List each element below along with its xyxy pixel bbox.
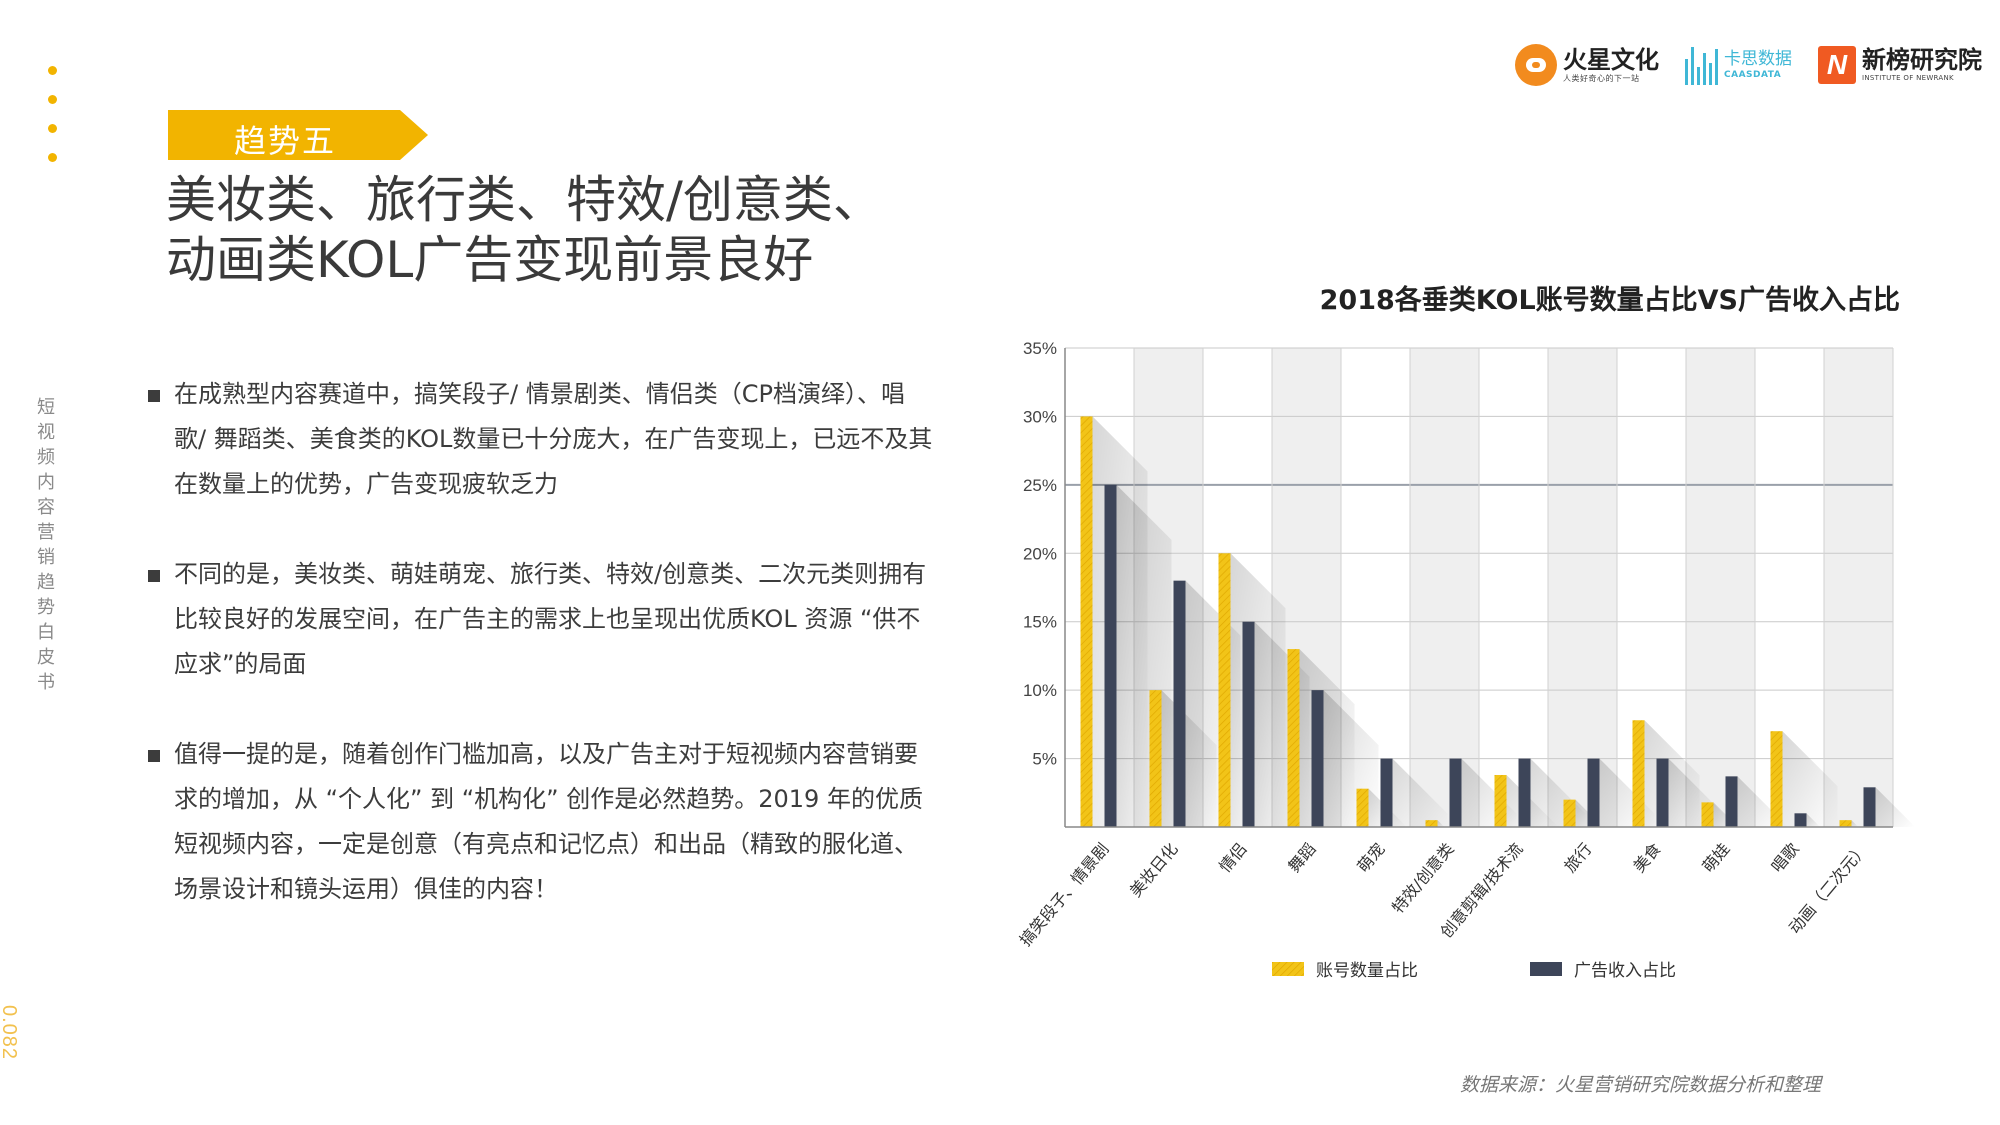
chart-title: 2018各垂类KOL账号数量占比VS广告收入占比 (1319, 285, 1900, 316)
side-title-char: 视 (37, 422, 55, 443)
side-title: 短视频内容营销趋势白皮书 (36, 395, 56, 695)
bar-account-share (1080, 416, 1093, 827)
x-tick-label: 舞蹈 (1284, 839, 1319, 876)
legend-swatch (1272, 962, 1304, 976)
huoxing-logo-name: 火星文化 (1563, 45, 1659, 74)
chart-column-band (1686, 348, 1755, 827)
bar-ad-revenue-share (1311, 690, 1324, 827)
bar-ad-revenue-share (1173, 580, 1186, 827)
page-title-line: 动画类KOL广告变现前景良好 (166, 231, 814, 289)
x-tick-label: 萌娃 (1698, 839, 1733, 876)
bar-shadow (1392, 758, 1448, 827)
kaisi-logo: 卡思数据 CAASDATA (1685, 45, 1792, 85)
x-tick-label: 美妆日化 (1126, 839, 1182, 900)
bar-account-share (1494, 774, 1507, 827)
bar-account-share (1149, 690, 1162, 827)
huoxing-logo-slogan: 人类好奇心的下一站 (1563, 73, 1640, 83)
legend-swatch (1530, 962, 1562, 976)
side-title-char: 频 (37, 447, 55, 468)
side-title-char: 容 (37, 497, 55, 518)
dot (48, 66, 57, 75)
huoxing-logo-icon (1515, 44, 1557, 86)
bar-ad-revenue-share (1656, 758, 1669, 827)
bar-ad-revenue-share (1587, 758, 1600, 827)
bullet-item: 不同的是，美妆类、萌娃萌宠、旅行类、特效/创意类、二次元类则拥有比较良好的发展空… (146, 552, 936, 687)
bar-shadow (1851, 820, 1859, 827)
kaisi-logo-bars-icon (1685, 45, 1718, 85)
kaisi-logo-sub: CAASDATA (1724, 69, 1782, 80)
bar-account-share (1839, 820, 1852, 827)
bar-ad-revenue-share (1242, 621, 1255, 827)
kaisi-logo-name: 卡思数据 (1724, 48, 1792, 69)
side-title-char: 书 (37, 672, 55, 693)
bullet-list: 在成熟型内容赛道中，搞笑段子/ 情景剧类、情侣类（CP档演绎）、唱歌/ 舞蹈类、… (146, 372, 936, 957)
bar-shadow (1437, 820, 1445, 827)
data-source: 数据来源：火星营销研究院数据分析和整理 (1460, 1074, 1822, 1096)
bar-account-share (1425, 820, 1438, 827)
x-tick-label: 萌宠 (1353, 839, 1388, 876)
y-tick-label: 15% (1023, 613, 1057, 632)
huoxing-logo: 火星文化 人类好奇心的下一站 (1515, 44, 1659, 86)
bar-account-share (1701, 802, 1714, 827)
legend-label: 广告收入占比 (1574, 961, 1676, 981)
xinbang-logo: 新榜研究院 INSTITUTE OF NEWRANK (1818, 46, 1982, 84)
bar-ad-revenue-share (1725, 776, 1738, 827)
chart-column-band (1479, 348, 1548, 827)
bar-account-share (1770, 731, 1783, 827)
partner-logos: 火星文化 人类好奇心的下一站 卡思数据 CAASDATA 新榜研究院 INSTI… (1515, 38, 1982, 92)
trend-tag-label: 趋势五 (234, 122, 337, 160)
chart-column-band (1824, 348, 1893, 827)
trend-tag: 趋势五 (168, 110, 428, 160)
y-tick-label: 35% (1023, 339, 1057, 358)
chart-column-band (1410, 348, 1479, 827)
bar-account-share (1218, 553, 1231, 827)
bar-ad-revenue-share (1380, 758, 1393, 827)
xinbang-logo-sub: INSTITUTE OF NEWRANK (1862, 74, 1954, 82)
bar-ad-revenue-share (1794, 813, 1807, 827)
y-tick-label: 25% (1023, 476, 1057, 495)
x-tick-label: 美食 (1629, 839, 1664, 876)
y-tick-label: 5% (1032, 750, 1057, 769)
bar-shadow (1782, 731, 1838, 827)
legend-label: 账号数量占比 (1316, 961, 1418, 981)
side-title-char: 销 (37, 547, 55, 568)
page-title-line: 美妆类、旅行类、特效/创意类、 (166, 171, 883, 229)
bar-ad-revenue-share (1518, 758, 1531, 827)
bar-account-share (1563, 799, 1576, 827)
bullet-item: 值得一提的是，随着创作门槛加高，以及广告主对于短视频内容营销要求的增加，从 “个… (146, 732, 936, 912)
bar-shadow (1875, 787, 1916, 827)
bar-account-share (1356, 788, 1369, 827)
side-title-char: 营 (37, 522, 55, 543)
chart-column-band (1548, 348, 1617, 827)
side-title-char: 势 (37, 597, 55, 618)
x-tick-label: 旅行 (1560, 839, 1595, 876)
x-tick-label: 唱歌 (1767, 839, 1802, 876)
bar-account-share (1287, 649, 1300, 827)
dot (48, 153, 57, 162)
bar-ad-revenue-share (1449, 758, 1462, 827)
x-tick-label: 搞笑段子、情景剧 (1016, 839, 1113, 949)
xinbang-logo-icon (1818, 46, 1856, 84)
y-tick-label: 10% (1023, 681, 1057, 700)
bar-ad-revenue-share (1104, 484, 1117, 827)
bar-ad-revenue-share (1863, 787, 1876, 827)
side-title-char: 短 (37, 397, 55, 418)
side-title-char: 趋 (37, 572, 55, 593)
dot (48, 124, 57, 133)
x-tick-label: 特效/创意类 (1388, 839, 1457, 917)
xinbang-logo-name: 新榜研究院 (1862, 46, 1982, 74)
y-tick-label: 30% (1023, 407, 1057, 426)
dot (48, 95, 57, 104)
x-tick-label: 情侣 (1215, 839, 1250, 876)
side-title-char: 皮 (37, 647, 55, 668)
decorative-dots (48, 66, 60, 182)
bar-account-share (1632, 720, 1645, 827)
side-title-char: 白 (37, 622, 55, 643)
page-title: 美妆类、旅行类、特效/创意类、 动画类KOL广告变现前景良好 (166, 170, 966, 290)
y-tick-label: 20% (1023, 544, 1057, 563)
bullet-item: 在成熟型内容赛道中，搞笑段子/ 情景剧类、情侣类（CP档演绎）、唱歌/ 舞蹈类、… (146, 372, 936, 507)
bar-shadow (1806, 813, 1821, 827)
side-title-char: 内 (37, 472, 55, 493)
